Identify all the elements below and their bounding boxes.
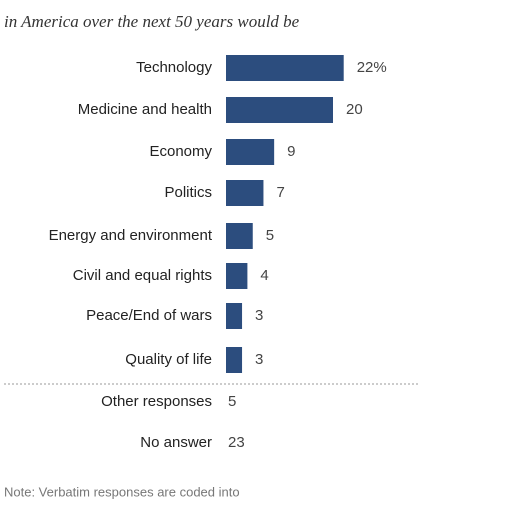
- note: Note: Verbatim responses are coded into: [4, 484, 240, 499]
- category-label: Civil and equal rights: [73, 267, 212, 284]
- bar: [226, 180, 264, 206]
- category-label: Technology: [136, 59, 212, 76]
- value-label: 22%: [357, 59, 387, 76]
- category-label: Quality of life: [125, 351, 212, 368]
- value-label: 3: [255, 307, 263, 324]
- category-label: Economy: [149, 143, 212, 160]
- bar: [226, 303, 243, 329]
- bar: [226, 263, 248, 289]
- bar: [226, 97, 333, 123]
- value-label: 20: [346, 101, 363, 118]
- category-label: Other responses: [101, 393, 212, 410]
- value-label: 4: [260, 267, 268, 284]
- value-label: 7: [276, 184, 284, 201]
- category-label: Energy and environment: [49, 227, 213, 244]
- bar: [226, 347, 243, 373]
- value-label: 5: [266, 227, 274, 244]
- category-label: No answer: [140, 434, 212, 451]
- category-label: Medicine and health: [78, 101, 212, 118]
- value-label: 5: [228, 393, 236, 410]
- value-label: 23: [228, 434, 245, 451]
- bar: [226, 223, 253, 249]
- category-label: Peace/End of wars: [86, 307, 212, 324]
- value-label: 9: [287, 143, 295, 160]
- category-label: Politics: [164, 184, 212, 201]
- value-label: 3: [255, 351, 263, 368]
- bar: [226, 55, 344, 81]
- chart-subtitle: in America over the next 50 years would …: [4, 12, 300, 31]
- bar: [226, 139, 275, 165]
